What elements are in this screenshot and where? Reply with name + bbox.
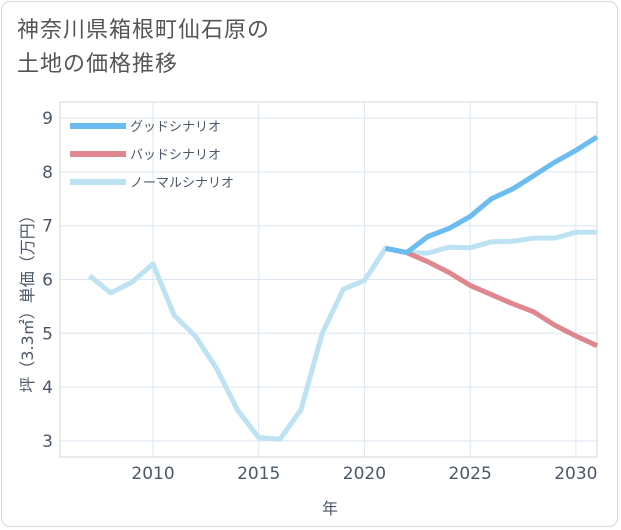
y-tick-label: 6 [42,271,53,291]
series-layer [88,134,599,442]
y-axis-label: 坪（3.3㎡）単価（万円） [18,207,37,392]
y-tick-label: 3 [42,432,53,452]
legend-label: ノーマルシナリオ [130,176,234,191]
x-tick-label: 2020 [343,464,386,484]
x-axis-label: 年 [322,499,338,518]
series-line-2 [88,229,597,442]
y-tick-label: 4 [42,378,53,398]
y-tick-label: 9 [42,109,53,129]
x-tick-label: 2030 [554,464,597,484]
y-tick-label: 5 [42,324,53,344]
legend-label: グッドシナリオ [130,120,221,135]
y-tick-label: 7 [42,217,53,237]
series-line-0 [385,134,599,256]
chart-title-line1: 神奈川県箱根町仙石原の [17,18,271,43]
tick-labels: 2010 2015 2020 2025 2030 3 4 5 6 7 8 9 [42,109,597,484]
grid-lines [60,102,597,457]
x-tick-label: 2010 [131,464,174,484]
chart-title: 神奈川県箱根町仙石原の 土地の価格推移 [17,14,377,82]
y-tick-label: 8 [42,163,53,183]
chart-title-line2: 土地の価格推移 [17,52,179,77]
legend-label: バッドシナリオ [130,148,221,163]
x-tick-label: 2015 [237,464,280,484]
x-tick-label: 2025 [449,464,492,484]
series-line-1 [385,245,599,348]
